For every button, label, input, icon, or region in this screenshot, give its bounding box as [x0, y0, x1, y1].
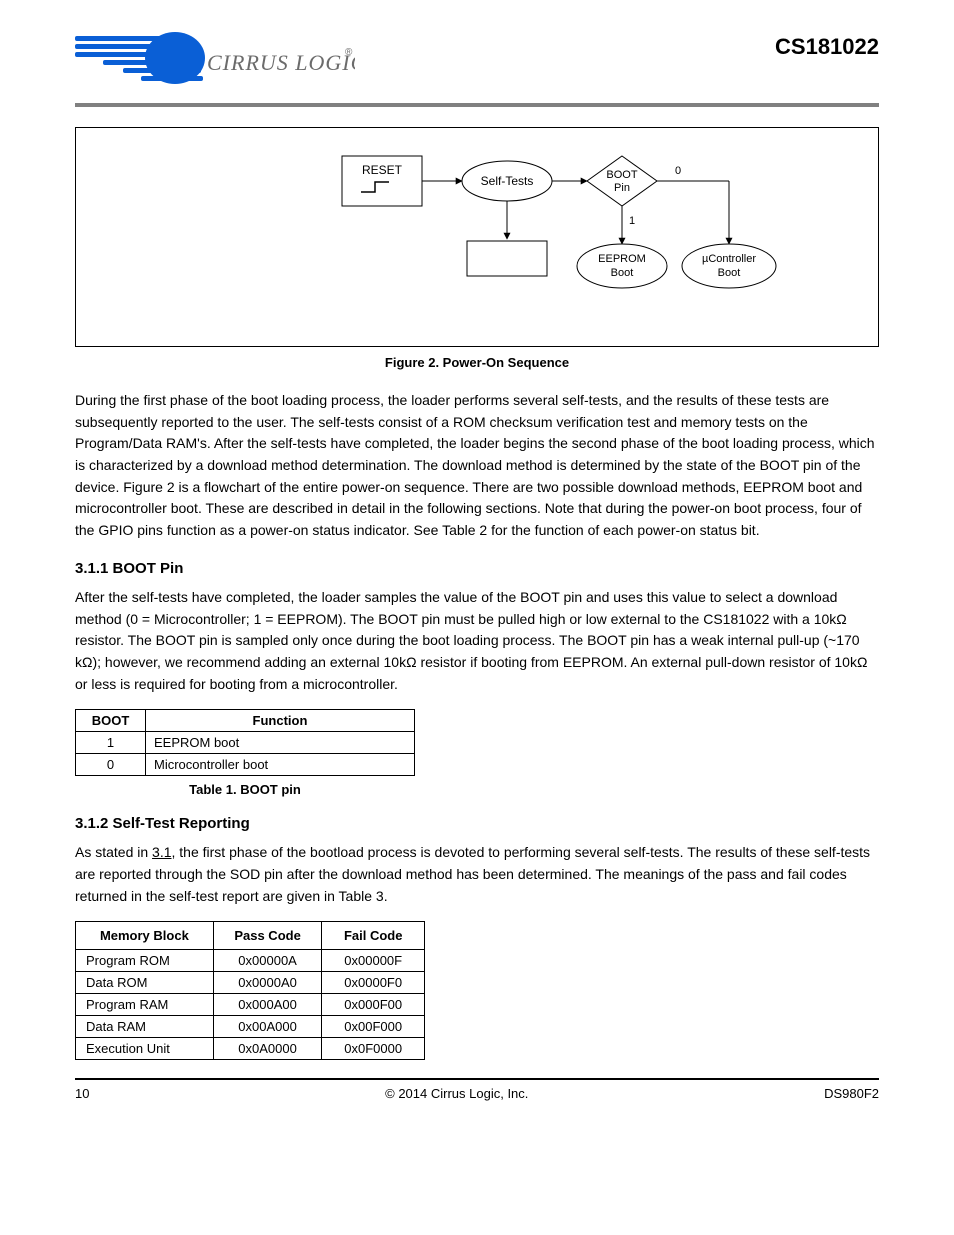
tbl2-h1: Memory Block — [76, 922, 214, 950]
tbl2-h3: Fail Code — [322, 922, 425, 950]
table-3-selftest-codes: Memory Block Pass Code Fail Code Program… — [75, 921, 425, 1060]
table-1-boot-pin: BOOT Function 1 EEPROM boot 0 Microcontr… — [75, 709, 415, 776]
section-3-1-1-heading: 3.1.1 BOOT Pin — [75, 560, 879, 577]
tbl1-h1: BOOT — [76, 710, 146, 732]
reset-node-label: RESET — [362, 163, 403, 177]
table-1-caption: Table 1. BOOT pin — [75, 782, 415, 797]
edge-0: 0 — [675, 165, 681, 177]
section-3-1-1-para: After the self-tests have completed, the… — [75, 587, 879, 695]
tbl1-h2: Function — [146, 710, 415, 732]
page-footer: 10 © 2014 Cirrus Logic, Inc. DS980F2 — [75, 1078, 879, 1101]
bootpin-node-l1: BOOT — [606, 169, 637, 181]
figure-2-caption: Figure 2. Power-On Sequence — [75, 355, 879, 370]
figure-2-box: RESET Self-Tests BOOT Pin 0 1 — [75, 127, 879, 347]
bootpin-node-l2: Pin — [614, 182, 630, 194]
footer-page-number: 10 — [75, 1086, 89, 1101]
edge-1: 1 — [629, 215, 635, 227]
table-row: 0 Microcontroller boot — [76, 754, 415, 776]
para-1: During the first phase of the boot loadi… — [75, 390, 879, 542]
ucont-l2: Boot — [718, 267, 741, 279]
cirrus-logic-logo-svg: CIRRUS LOGIC ® — [75, 30, 355, 90]
header-row: CIRRUS LOGIC ® CS181022 — [75, 30, 879, 95]
section-3-1-2-para: As stated in 3.1, the first phase of the… — [75, 842, 879, 907]
section-3-1-2-heading: 3.1.2 Self-Test Reporting — [75, 815, 879, 832]
sec2-text-a: As stated in — [75, 844, 152, 860]
logo-text: CIRRUS LOGIC — [207, 50, 355, 75]
tbl2-h2: Pass Code — [213, 922, 322, 950]
power-on-sequence-diagram: RESET Self-Tests BOOT Pin 0 1 — [157, 146, 797, 326]
table-row: 1 EEPROM boot — [76, 732, 415, 754]
footer-doc-code: DS980F2 — [824, 1086, 879, 1101]
eeprom-l1: EEPROM — [598, 253, 646, 265]
eeprom-l2: Boot — [611, 267, 634, 279]
table-row: Data ROM0x0000A00x0000F0 — [76, 972, 425, 994]
doc-id: CS181022 — [775, 30, 879, 60]
selftests-node-label: Self-Tests — [481, 174, 534, 188]
header-rule — [75, 103, 879, 107]
table-row: Data RAM0x00A0000x00F000 — [76, 1016, 425, 1038]
sec2-text-b: , the first phase of the bootload proces… — [75, 844, 870, 903]
table-row: Program RAM0x000A000x000F00 — [76, 994, 425, 1016]
cirrus-logo: CIRRUS LOGIC ® — [75, 30, 355, 95]
footer-copyright: © 2014 Cirrus Logic, Inc. — [89, 1086, 824, 1101]
table-row: Execution Unit0x0A00000x0F0000 — [76, 1038, 425, 1060]
sec2-link-3-1[interactable]: 3.1 — [152, 844, 171, 860]
svg-text:®: ® — [345, 47, 353, 58]
ucont-l1: µController — [702, 253, 756, 265]
table-row: Program ROM0x00000A0x00000F — [76, 950, 425, 972]
